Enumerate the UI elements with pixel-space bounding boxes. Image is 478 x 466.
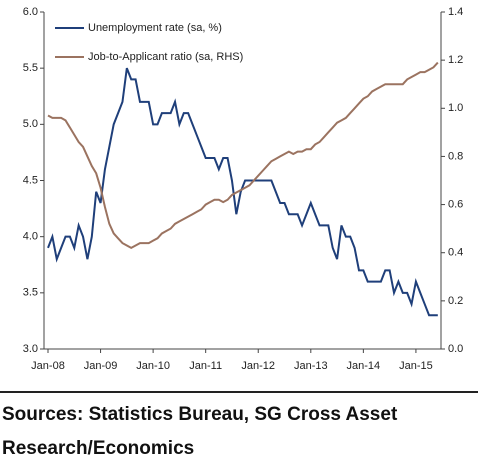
source-note: Sources: Statistics Bureau, SG Cross Ass… (2, 404, 398, 459)
x-tick-label: Jan-12 (241, 360, 275, 372)
y2ticks-label: 1.0 (448, 102, 463, 114)
yticks-label: 4.0 (23, 231, 38, 243)
x-tick-label: Jan-14 (347, 360, 381, 372)
y2ticks-label: 0.8 (448, 150, 463, 162)
x-tick-label: Jan-08 (31, 360, 65, 372)
yticks-label: 3.0 (23, 343, 38, 355)
legend-label: Unemployment rate (sa, %) (88, 22, 222, 34)
y2ticks-label: 0.6 (448, 198, 463, 210)
x-tick-label: Jan-15 (399, 360, 433, 372)
series-line (47, 61, 439, 250)
series-line (47, 67, 438, 317)
x-tick-label: Jan-11 (189, 360, 222, 372)
y2ticks-label: 0.2 (448, 295, 463, 307)
yticks-label: 6.0 (23, 6, 38, 18)
legend-label: Job-to-Applicant ratio (sa, RHS) (88, 51, 243, 63)
x-tick-label: Jan-09 (84, 360, 118, 372)
x-tick-label: Jan-10 (136, 360, 170, 372)
separator (0, 391, 478, 393)
yticks-label: 3.5 (23, 287, 38, 299)
y2ticks-label: 0.4 (448, 247, 463, 259)
yticks-label: 5.0 (23, 118, 38, 130)
yticks-label: 4.5 (23, 174, 38, 186)
chart: 3.0 3.5 4.0 4.5 5.0 5.5 6.0 0.0 0.2 0.4 0.6 0.8 1.0 1… (23, 6, 464, 372)
yticks-label: 5.5 (23, 62, 38, 74)
y2ticks-label: 1.4 (448, 6, 463, 18)
y2ticks-label: 1.2 (448, 54, 463, 66)
y2ticks-label: 0.0 (448, 343, 463, 355)
x-tick-label: Jan-13 (294, 360, 328, 372)
